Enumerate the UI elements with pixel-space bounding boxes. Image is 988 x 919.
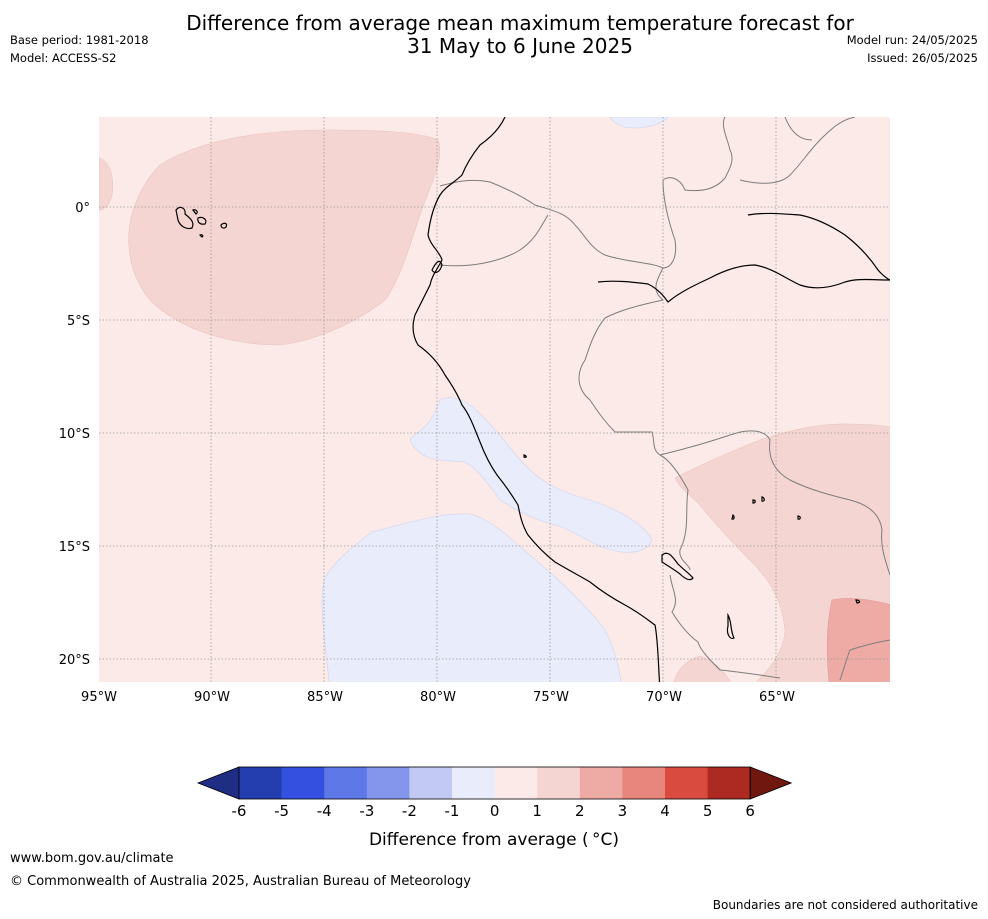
lat-label: 20°S bbox=[59, 653, 90, 668]
base-period-text: Base period: 1981-2018 bbox=[10, 33, 149, 47]
lon-label: 75°W bbox=[533, 690, 569, 705]
colorbar-tick: 2 bbox=[575, 802, 585, 820]
gridlines bbox=[99, 117, 890, 682]
colorbar-tick: 3 bbox=[618, 802, 628, 820]
website-link[interactable]: www.bom.gov.au/climate bbox=[10, 851, 174, 866]
colorbar-tick: 1 bbox=[532, 802, 542, 820]
anomaly-region-hot-southeast bbox=[826, 598, 890, 682]
meta-right: Model run: 24/05/2025 Issued: 26/05/2025 bbox=[847, 31, 978, 67]
copyright-text: © Commonwealth of Australia 2025, Austra… bbox=[10, 874, 471, 889]
colorbar-swatch bbox=[579, 767, 623, 799]
lat-label: 5°S bbox=[67, 314, 90, 329]
anomaly-fields bbox=[99, 117, 890, 682]
colorbar-swatch bbox=[537, 767, 581, 799]
colorbar-extend-high bbox=[749, 766, 793, 800]
colorbar-swatch bbox=[622, 767, 666, 799]
lon-label: 70°W bbox=[646, 690, 682, 705]
colorbar-swatch bbox=[239, 767, 283, 799]
colorbar-title: Difference from average ( °C) bbox=[369, 830, 619, 850]
lon-label: 85°W bbox=[307, 690, 343, 705]
meta-left: Base period: 1981-2018 Model: ACCESS-S2 bbox=[10, 31, 149, 67]
lat-label: 10°S bbox=[59, 427, 90, 442]
model-text: Model: ACCESS-S2 bbox=[10, 51, 117, 65]
anomaly-region-warm-south bbox=[673, 655, 731, 682]
colorbar-tick: 0 bbox=[490, 802, 500, 820]
colorbar-tick: 4 bbox=[660, 802, 670, 820]
colorbar-swatch bbox=[366, 767, 410, 799]
anomaly-region-cool-coast bbox=[409, 397, 653, 553]
colorbar-swatch bbox=[452, 767, 496, 799]
model-run-text: Model run: 24/05/2025 bbox=[846, 33, 978, 47]
anomaly-region-warm-edge bbox=[99, 157, 113, 211]
colorbar-swatch bbox=[281, 767, 325, 799]
colorbar-tick: -6 bbox=[232, 802, 247, 820]
anomaly-region-cool-southwest bbox=[321, 513, 622, 682]
colorbar-tick: 5 bbox=[703, 802, 713, 820]
colorbar-swatch bbox=[665, 767, 709, 799]
title-line-2: 31 May to 6 June 2025 bbox=[407, 34, 633, 58]
colorbar-swatch bbox=[707, 767, 751, 799]
colorbar-swatch bbox=[494, 767, 538, 799]
country-borders bbox=[439, 117, 890, 681]
colorbar-legend bbox=[196, 766, 793, 800]
title-line-1: Difference from average mean maximum tem… bbox=[186, 11, 854, 35]
issued-text: Issued: 26/05/2025 bbox=[867, 51, 978, 65]
lat-label: 0° bbox=[75, 201, 90, 216]
longitude-labels: 95°W 90°W 85°W 80°W 75°W 70°W 65°W bbox=[81, 690, 795, 705]
chart-title: Difference from average mean maximum tem… bbox=[150, 12, 890, 58]
lon-label: 65°W bbox=[759, 690, 795, 705]
latitude-labels: 0° 5°S 10°S 15°S 20°S bbox=[59, 201, 90, 668]
coastlines bbox=[175, 117, 890, 682]
colorbar-tick: -5 bbox=[274, 802, 289, 820]
colorbar-tick: -1 bbox=[445, 802, 460, 820]
colorbar-swatch bbox=[409, 767, 453, 799]
colorbar-tick: -2 bbox=[402, 802, 417, 820]
lon-label: 95°W bbox=[81, 690, 117, 705]
boundaries-note: Boundaries are not considered authoritat… bbox=[712, 898, 978, 912]
anomaly-region-cool-north bbox=[609, 117, 669, 129]
colorbar-tick-labels: -6 -5 -4 -3 -2 -1 0 1 2 3 4 5 6 bbox=[232, 802, 755, 820]
lat-label: 15°S bbox=[59, 540, 90, 555]
colorbar-extend-low bbox=[196, 766, 240, 800]
lon-label: 90°W bbox=[194, 690, 230, 705]
colorbar-tick: -3 bbox=[359, 802, 374, 820]
colorbar-swatch bbox=[324, 767, 368, 799]
colorbar-tick: 6 bbox=[745, 802, 755, 820]
colorbar-tick: -4 bbox=[317, 802, 332, 820]
anomaly-region-warm-west bbox=[128, 129, 441, 346]
lon-label: 80°W bbox=[420, 690, 456, 705]
colorbar-frame bbox=[238, 766, 751, 800]
